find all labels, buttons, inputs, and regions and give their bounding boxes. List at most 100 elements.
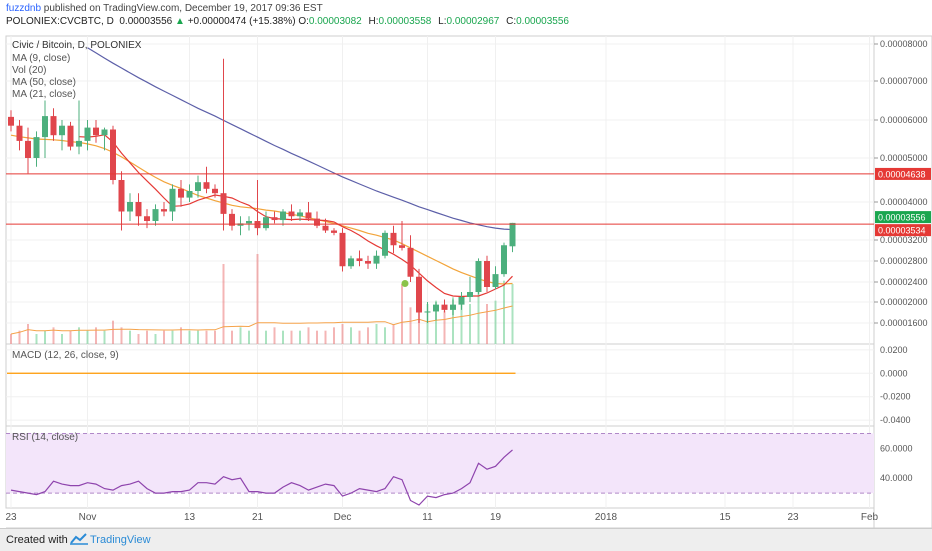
candle-body bbox=[25, 140, 31, 158]
macd-y-tick: -0.0400 bbox=[880, 415, 911, 425]
candle-body bbox=[382, 232, 388, 256]
author-link[interactable]: fuzzdnb bbox=[6, 3, 42, 14]
candle-body bbox=[118, 180, 125, 212]
y-tick-label: 0.00007000 bbox=[880, 76, 928, 86]
y-tick-label: 0.00008000 bbox=[880, 39, 928, 49]
close-value: 0.00003556 bbox=[516, 16, 569, 27]
rsi-y-tick: 40.0000 bbox=[880, 473, 913, 483]
volume-bar bbox=[494, 300, 497, 344]
candle-body bbox=[458, 297, 465, 305]
volume-bar bbox=[435, 300, 437, 344]
change-value: +0.00000474 (+15.38%) bbox=[187, 16, 296, 27]
volume-bar bbox=[197, 330, 199, 344]
candle-body bbox=[492, 274, 499, 287]
volume-bar bbox=[103, 330, 106, 344]
candle-body bbox=[229, 213, 235, 226]
macd-pane bbox=[5, 343, 875, 427]
signal-dot bbox=[401, 280, 409, 287]
high-label: H: bbox=[368, 16, 379, 27]
y-tick-label: 0.00002400 bbox=[880, 277, 928, 287]
y-tick-label: 0.00001600 bbox=[880, 318, 928, 328]
candle-body bbox=[424, 311, 431, 313]
open-label: O: bbox=[298, 16, 309, 27]
candle-body bbox=[76, 140, 82, 147]
volume-bar bbox=[265, 330, 267, 344]
volume-bar bbox=[18, 330, 21, 344]
volume-bar bbox=[95, 327, 97, 344]
candle-body bbox=[348, 258, 354, 267]
candle-body bbox=[339, 232, 346, 267]
candle-body bbox=[110, 129, 116, 180]
volume-bar bbox=[214, 330, 216, 344]
volume-ma-line bbox=[10, 305, 513, 335]
candle-body bbox=[331, 230, 337, 233]
volume-bar bbox=[324, 330, 327, 344]
volume-bar bbox=[61, 334, 63, 344]
volume-bar bbox=[154, 334, 157, 344]
candle-body bbox=[356, 258, 363, 261]
candle-body bbox=[305, 212, 312, 219]
tradingview-link[interactable]: TradingView bbox=[90, 534, 151, 546]
macd-y-tick: -0.0200 bbox=[880, 392, 911, 402]
legend-entry: MA (21, close) bbox=[12, 89, 76, 100]
volume-bar bbox=[86, 330, 89, 344]
last-price: 0.00003556 bbox=[119, 16, 173, 27]
candle-body bbox=[59, 125, 65, 136]
macd-title: MACD (12, 26, close, 9) bbox=[12, 350, 119, 361]
candle-body bbox=[144, 216, 150, 221]
volume-bar bbox=[112, 320, 114, 344]
volume-bar bbox=[290, 330, 293, 344]
candle-body bbox=[178, 188, 184, 198]
candle-body bbox=[195, 182, 201, 191]
candle-body bbox=[220, 193, 227, 214]
volume-bar bbox=[503, 280, 505, 344]
volume-bar bbox=[486, 304, 488, 344]
candle-body bbox=[84, 127, 91, 141]
low-value: 0.00002967 bbox=[446, 16, 500, 27]
candle-body bbox=[467, 292, 473, 297]
x-tick-label: Dec bbox=[334, 512, 352, 523]
price-label: 0.00003534 bbox=[878, 226, 926, 236]
candle-body bbox=[501, 245, 507, 275]
candle-body bbox=[8, 116, 14, 126]
volume-bar bbox=[78, 327, 80, 344]
x-tick-label: 13 bbox=[184, 512, 196, 523]
legend-entry: MA (9, close) bbox=[12, 53, 70, 64]
volume-bar bbox=[384, 327, 386, 344]
candle-body bbox=[152, 209, 159, 221]
chart-title: Civic / Bitcoin, D, POLONIEX bbox=[12, 40, 142, 51]
volume-bar bbox=[188, 330, 191, 344]
candle-body bbox=[280, 211, 286, 221]
volume-bar bbox=[44, 330, 46, 344]
volume-bar bbox=[511, 284, 514, 344]
price-label-box bbox=[875, 224, 931, 237]
footer-bar: Created with TradingView bbox=[0, 528, 932, 551]
volume-bar bbox=[299, 330, 301, 344]
candle-body bbox=[16, 125, 23, 141]
chart-canvas[interactable]: 23 Nov 13 21 Dec 11 19 2018 15 23 Feb 0.00008000 0.0… bbox=[0, 0, 932, 528]
candle-body bbox=[288, 211, 295, 217]
ma50-line bbox=[87, 47, 513, 231]
ma9-line bbox=[78, 134, 513, 298]
low-label: L: bbox=[438, 16, 447, 27]
high-value: 0.00003558 bbox=[378, 16, 432, 27]
price-pane bbox=[5, 35, 875, 345]
volume-bar bbox=[129, 330, 131, 344]
candle-body bbox=[509, 222, 516, 247]
candle-body bbox=[416, 276, 422, 313]
candle-body bbox=[373, 255, 380, 264]
y-tick-label: 0.00002000 bbox=[880, 297, 928, 307]
candle-body bbox=[67, 125, 74, 147]
volume-bar bbox=[248, 330, 250, 344]
x-tick-label: 2018 bbox=[595, 512, 618, 523]
candle-body bbox=[407, 247, 414, 277]
volume-bar bbox=[477, 287, 480, 344]
legend-entry: MA (50, close) bbox=[12, 77, 76, 88]
ma21-line bbox=[10, 134, 513, 285]
x-tick-label: 21 bbox=[252, 512, 264, 523]
y-tick-label: 0.00004000 bbox=[880, 197, 928, 207]
candle-body bbox=[161, 209, 167, 212]
volume-bar bbox=[443, 310, 446, 344]
candle-body bbox=[212, 188, 218, 194]
x-tick-label: 23 bbox=[5, 512, 17, 523]
